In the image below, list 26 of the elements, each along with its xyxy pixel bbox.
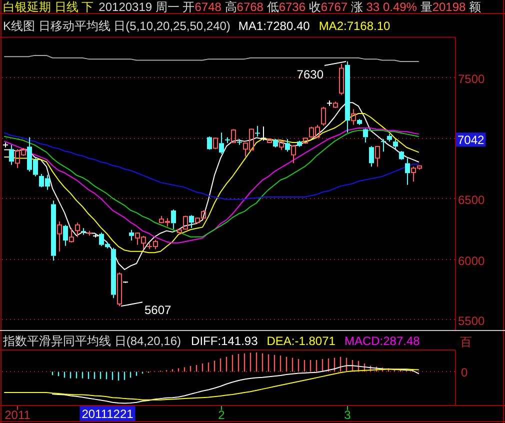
text: DEA:-1.8071 [266,334,336,348]
y-tick-label: 5500 [458,314,486,328]
text: DIFF:141.93 [191,334,258,348]
y-tick-label: 6500 [458,193,486,207]
legend-title: K线图 日移动平均线 日(5,10,20,25,50,240) [3,19,230,33]
x-label: 20111221 [80,406,136,421]
annotation: 7630 [296,67,324,82]
y-tick-label: 7500 [458,72,486,86]
x-label: 2 [218,406,225,422]
y-tick-label: 6000 [458,254,486,268]
x-label: 2011 [4,406,30,422]
text: 20120319 周一 开6748 高6768 低6736 收6767 涨 33 0.49% 量20198 额 [98,0,482,14]
x-tick-label: 2 [218,408,226,422]
series-label: MACD:287.48 [344,334,420,348]
note: 7042 [456,132,486,148]
annotation: 5607 [144,303,172,318]
note: 5607 [120,302,172,318]
x-label: 3 [344,406,351,422]
text: MA2:7168.10 [318,19,391,33]
chart-title: 指数平滑异同平均线 日(84,20,16) [2,334,182,348]
note: 7630 [296,61,346,82]
x-tick-label: 3 [344,408,352,422]
text: MA1:7280.40 [238,19,310,33]
chart-title: 白银延期 日线 下 [3,0,94,14]
ref-line-label: 0 [461,366,468,380]
y-axis-title: 百 [460,335,472,349]
